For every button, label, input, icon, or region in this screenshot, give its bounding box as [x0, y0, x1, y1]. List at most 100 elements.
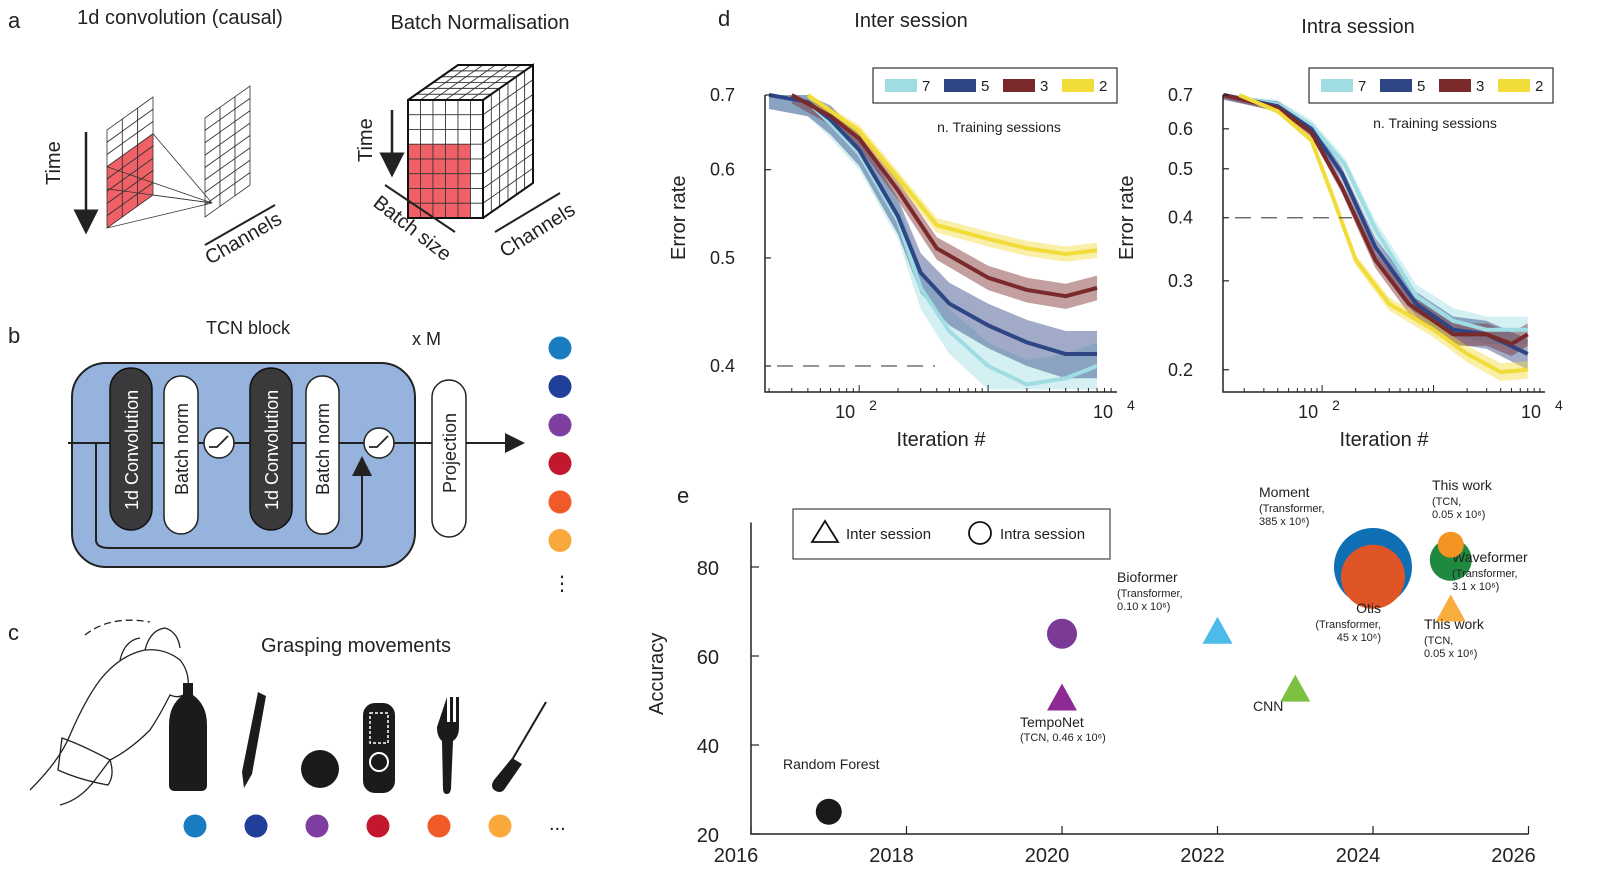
conv-layer-2-label: 1d Convolution — [262, 390, 282, 510]
kernel-line — [106, 202, 213, 229]
point-detail-line: (Transformer, — [1452, 568, 1518, 580]
panel-label-b: b — [8, 323, 20, 348]
cube-cell — [457, 173, 471, 189]
x-tick-label: 2020 — [1025, 845, 1070, 867]
legend-title: n. Training sessions — [937, 119, 1061, 135]
cube-cell — [407, 99, 421, 116]
panel-a: a 1d convolution (causal) Batch Normalis… — [8, 7, 579, 269]
point-detail-line: (Transformer, — [1259, 503, 1325, 515]
y-axis-label: Error rate — [1116, 176, 1138, 260]
object-class-dot — [183, 814, 207, 838]
batch-axis — [384, 184, 456, 233]
chart-title: Intra session — [1301, 16, 1414, 38]
point-detail: (TCN, 0.05 x 10⁶) — [1432, 496, 1485, 521]
output-class-dot — [548, 529, 572, 552]
cube-cell — [470, 143, 484, 160]
y-tick-label: 0.4 — [1168, 208, 1193, 228]
cube-cell — [420, 188, 434, 204]
legend-intra: Intra session — [1000, 526, 1085, 543]
relu-icon — [203, 427, 235, 459]
data-point-circle — [815, 798, 842, 825]
batchnorm-layer-2 — [305, 375, 340, 535]
point-detail-line: 0.05 x 10⁶) — [1432, 509, 1485, 521]
grasping-title: Grasping movements — [261, 635, 451, 657]
cube-cell — [432, 173, 446, 189]
x-tick-label: 10 — [835, 402, 855, 422]
data-point-triangle — [1435, 594, 1466, 622]
conv-grids — [106, 85, 251, 229]
channels-label-bn: Channels — [496, 199, 579, 262]
y-tick-label: 0.6 — [710, 160, 735, 180]
cube-cell — [407, 143, 421, 160]
x-axis-label: Iteration # — [1340, 429, 1430, 451]
cube-cell — [470, 173, 484, 189]
cube-cell — [457, 143, 471, 160]
object-class-dot — [488, 814, 512, 838]
conv-layer-2 — [249, 367, 293, 531]
cube-cell — [420, 173, 434, 189]
cube-cell — [432, 114, 446, 130]
y-tick-label: 0.5 — [710, 248, 735, 268]
cube-cell — [420, 143, 434, 160]
y-axis-label: Error rate — [668, 176, 690, 260]
inter-session-chart: Inter session 0.7 0.6 0.5 0.4 10 2 10 4 Iteration… — [668, 10, 1135, 451]
pen-icon — [242, 692, 266, 788]
cube-cell — [432, 188, 446, 204]
y-tick-label: 20 — [697, 825, 719, 847]
point-detail: (Transformer, 3.1 x 10⁶) — [1452, 568, 1518, 593]
y-tick-label: 0.4 — [710, 356, 735, 376]
circle-icon — [968, 521, 992, 545]
point-detail: (TCN, 0.05 x 10⁶) — [1424, 635, 1477, 660]
panel-label-d: d — [718, 6, 730, 31]
channels-axis — [204, 204, 276, 246]
kernel-line — [152, 133, 213, 204]
y-tick-label: 0.5 — [1168, 159, 1193, 179]
object-class-dot — [244, 814, 268, 838]
series-band-7 — [1223, 95, 1528, 344]
series-band-5 — [769, 95, 1098, 379]
x-tick-exponent: 2 — [869, 397, 877, 413]
conv-layer-1 — [109, 367, 153, 531]
projection-label: Projection — [440, 413, 460, 493]
legend-swatch-3 — [1003, 79, 1035, 92]
point-detail: (Transformer, 45 x 10⁶) — [1315, 619, 1381, 644]
legend-swatch-7 — [1321, 79, 1353, 92]
cube-cell — [445, 158, 459, 175]
batch-norm-cube — [406, 63, 535, 219]
bottle-icon — [169, 683, 207, 791]
legend-label: 5 — [981, 78, 989, 95]
x-tick-label: 2016 — [714, 845, 759, 867]
point-detail-line: (Transformer, — [1117, 588, 1183, 600]
point-detail: (TCN, 0.46 x 10⁶) — [1020, 732, 1106, 744]
screwdriver-icon — [492, 701, 547, 792]
x-tick-label: 10 — [1521, 402, 1541, 422]
point-detail-line: (TCN, — [1424, 635, 1453, 647]
cube-cell — [457, 188, 471, 204]
object-class-dot — [305, 814, 329, 838]
batchnorm-layer-1 — [163, 375, 199, 535]
cube-cell — [445, 143, 459, 160]
cube-cell — [457, 158, 471, 175]
more-classes-indicator: ⋮ — [552, 573, 572, 595]
point-detail-line: (TCN, — [1432, 496, 1461, 508]
cube-cell — [445, 99, 459, 116]
point-detail: (Transformer, 0.10 x 10⁶) — [1117, 588, 1183, 613]
cube-cell — [445, 129, 459, 145]
cube-cell — [420, 99, 434, 116]
y-tick-label: 0.2 — [1168, 360, 1193, 380]
cube-cell — [432, 202, 446, 219]
y-tick-label: 40 — [697, 736, 719, 758]
x-axis-label: Iteration # — [897, 429, 987, 451]
panel-c: c Grasping movements ... — [8, 619, 566, 838]
cube-cell — [432, 99, 446, 116]
ball-icon — [301, 750, 339, 788]
cube-cell — [470, 188, 484, 204]
point-detail: (Transformer, 385 x 10⁶) — [1259, 503, 1325, 528]
data-point-triangle — [1280, 674, 1311, 702]
tcn-block-title: TCN block — [206, 318, 291, 338]
axes — [764, 95, 1117, 393]
cube-cell — [445, 188, 459, 204]
kernel-line — [106, 188, 213, 204]
